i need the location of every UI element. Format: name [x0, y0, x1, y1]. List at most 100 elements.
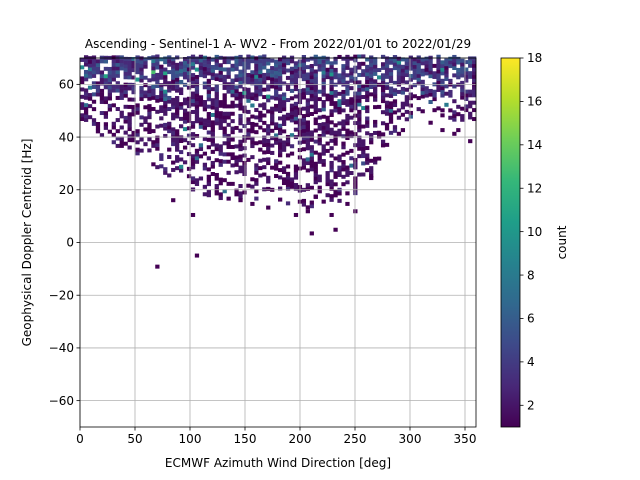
heatmap-cell: [107, 103, 112, 108]
heatmap-cell: [349, 171, 354, 176]
heatmap-cell: [171, 83, 176, 88]
heatmap-cell: [321, 147, 326, 152]
heatmap-cell: [186, 111, 192, 116]
heatmap-cell: [198, 154, 204, 159]
heatmap-cell: [206, 93, 211, 98]
colorbar-tick-label: 14: [527, 138, 542, 152]
heatmap-cell: [380, 99, 386, 104]
heatmap-cell: [293, 186, 299, 191]
heatmap-cell: [262, 65, 267, 70]
heatmap-cell: [333, 123, 338, 128]
heatmap-cell: [270, 136, 275, 141]
heatmap-cell: [254, 167, 259, 172]
heatmap-cell: [329, 68, 334, 73]
heatmap-cell: [155, 72, 160, 77]
heatmap-cell: [428, 66, 433, 71]
heatmap-cell: [274, 70, 279, 75]
heatmap-cell: [341, 174, 346, 179]
heatmap-cell: [365, 86, 370, 91]
heatmap-cell: [190, 157, 196, 162]
heatmap-cell: [159, 164, 164, 169]
heatmap-cell: [345, 201, 350, 206]
heatmap-cell: [163, 74, 168, 79]
heatmap-cell: [222, 119, 227, 124]
heatmap-cell: [103, 125, 109, 130]
heatmap-cell: [400, 79, 406, 84]
heatmap-cell: [337, 154, 342, 159]
heatmap-cell: [194, 115, 200, 120]
heatmap-cell: [464, 97, 469, 101]
heatmap-cell: [194, 152, 200, 157]
heatmap-cell: [210, 172, 215, 177]
heatmap-cell: [392, 80, 398, 85]
heatmap-cell: [214, 54, 219, 59]
heatmap-cell: [388, 130, 394, 135]
heatmap-cell: [345, 191, 350, 196]
heatmap-cell: [226, 181, 231, 186]
heatmap-cell: [377, 130, 382, 135]
heatmap-cell: [262, 95, 267, 100]
heatmap-cell: [392, 55, 398, 60]
heatmap-cell: [313, 54, 318, 59]
heatmap-cell: [230, 126, 235, 131]
heatmap-cell: [416, 81, 421, 86]
heatmap-cell: [210, 160, 215, 165]
heatmap-cell: [281, 129, 287, 134]
heatmap-cell: [337, 77, 342, 82]
heatmap-cell: [274, 96, 279, 101]
y-tick-label: −40: [49, 341, 74, 355]
heatmap-cell: [321, 88, 326, 93]
heatmap-cell: [214, 73, 219, 78]
heatmap-cell: [278, 97, 283, 102]
heatmap-cell: [262, 172, 267, 177]
heatmap-cell: [91, 66, 97, 71]
heatmap-cell: [317, 67, 322, 72]
heatmap-cell: [384, 60, 390, 65]
heatmap-cell: [175, 88, 180, 93]
heatmap-cell: [361, 146, 366, 151]
heatmap-cell: [333, 71, 338, 76]
heatmap-cell: [305, 168, 310, 173]
heatmap-cell: [317, 189, 322, 194]
heatmap-cell: [289, 70, 295, 75]
heatmap-cell: [151, 162, 156, 167]
heatmap-cell: [333, 171, 338, 176]
heatmap-cell: [202, 192, 208, 197]
heatmap-cell: [127, 127, 132, 132]
heatmap-cell: [119, 143, 124, 148]
heatmap-cell: [456, 56, 461, 61]
heatmap-cell: [373, 130, 378, 135]
heatmap-cell: [337, 110, 342, 115]
heatmap-cell: [321, 92, 326, 97]
heatmap-cell: [285, 186, 291, 191]
heatmap-cell: [115, 118, 120, 123]
heatmap-cell: [266, 87, 271, 92]
heatmap-cell: [143, 57, 148, 62]
heatmap-cell: [309, 93, 314, 98]
heatmap-cell: [456, 128, 461, 133]
heatmap-cell: [373, 60, 378, 65]
heatmap-cell: [333, 189, 338, 194]
heatmap-cell: [91, 73, 97, 78]
heatmap-cell: [325, 119, 330, 124]
heatmap-cell: [321, 162, 326, 167]
heatmap-cell: [254, 74, 259, 79]
heatmap-cell: [369, 140, 374, 145]
heatmap-cell: [159, 116, 164, 121]
heatmap-cell: [135, 62, 140, 67]
heatmap-cell: [202, 166, 208, 171]
heatmap-cell: [238, 184, 243, 189]
heatmap-cell: [234, 63, 239, 68]
heatmap-cell: [175, 136, 180, 141]
heatmap-cell: [254, 141, 259, 146]
heatmap-cell: [432, 89, 437, 94]
heatmap-cell: [361, 139, 366, 144]
heatmap-cell: [119, 62, 124, 67]
x-axis-ticks: 0 50 100 150 200 250 300 350: [76, 427, 476, 446]
heatmap-cell: [80, 116, 85, 121]
heatmap-cell: [361, 83, 366, 88]
heatmap-cell: [167, 88, 172, 93]
heatmap-cell: [388, 68, 394, 73]
heatmap-cell: [198, 73, 204, 78]
heatmap-cell: [222, 97, 227, 101]
